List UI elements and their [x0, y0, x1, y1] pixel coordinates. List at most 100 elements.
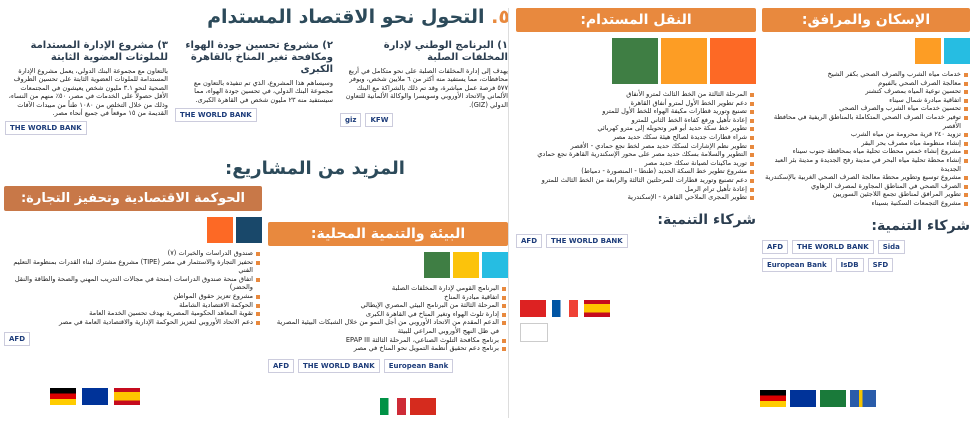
bullet-item: تحفيز التجارة والاستثمار في مصر (TIPE) م…	[4, 258, 260, 275]
bullet-item: معالجة الصرف الصحي بالفيوم	[762, 79, 968, 88]
partner-logo: KFW	[365, 113, 394, 128]
partner-logo: THE WORLD BANK	[5, 121, 87, 136]
flags	[520, 300, 640, 342]
bullet-item: صندوق الدراسات والخبرات (٧)	[4, 249, 260, 258]
bullet-item: تحسين نوعية المياه بمصرف كتشنر	[762, 87, 968, 96]
partner-logo: SFD	[867, 257, 894, 272]
flags	[380, 398, 440, 415]
sdg-icon	[207, 217, 233, 243]
sdg-icon	[710, 38, 756, 84]
flag	[584, 300, 610, 317]
bullet-item: تحسين خدمات مياه الشرب والصرف الصحي	[762, 104, 968, 113]
partners-title: شركاء التنمية:	[871, 217, 970, 234]
section-header: النقل المستدام:	[516, 8, 756, 32]
partner-logos: giz KFW	[340, 113, 508, 128]
flag	[552, 300, 578, 317]
sdg-icon	[236, 217, 262, 243]
sdg-icon	[424, 252, 450, 278]
project-text: وسيساهم هذا المشروع، الذي تم تنفيذه بالت…	[193, 79, 333, 104]
partner-logo: THE WORLD BANK	[546, 233, 628, 248]
partner-logo: AFD	[268, 358, 295, 373]
bullet-item: برنامج مكافحة التلوث الصناعي، المرحلة ال…	[268, 336, 506, 345]
partner-logos: THE WORLD BANK	[5, 121, 168, 136]
partner-logo: European Bank	[383, 358, 454, 373]
partner-logo: giz	[340, 113, 362, 128]
section-header: البيئة والتنمية المحلية:	[268, 222, 508, 246]
partner-logos: THE WORLD BANK	[175, 108, 333, 123]
title-number: ٥.	[491, 6, 510, 28]
title-text: التحول نحو الاقتصاد المستدام	[207, 6, 485, 28]
bullet-list: خدمات مياه الشرب والصرف الصحي بكفر الشيخ…	[762, 70, 970, 208]
bullet-item: توريد ماكينات لصيانة سكك حديد مصر	[516, 159, 754, 168]
sdg-icon	[482, 252, 508, 278]
project-text: يهدف إلى إدارة المخلفات الصلبة على نحو م…	[345, 67, 508, 109]
partner-logo: THE WORLD BANK	[298, 358, 380, 373]
flag	[410, 398, 436, 415]
flag	[114, 388, 140, 405]
bullet-item: المرحلة الثالثة من البرنامج البيئي المصر…	[268, 301, 506, 310]
bullet-item: إعادة تأهيل ورفع كفاءة الخط الثاني للمتر…	[516, 116, 754, 125]
bullet-item: مشروع إنشاء خمس محطات تحلية مياه بمحافظة…	[762, 147, 968, 156]
bullet-item: اتفاقية مبادرة المناخ	[268, 293, 506, 302]
bullet-item: شراء قطارات جديدة لصالح هيئة سكك حديد مص…	[516, 133, 754, 142]
sdg-icon	[915, 38, 941, 64]
sector: النقل المستدام: المرحلة الثالثة من الخط ا…	[516, 8, 756, 248]
bullet-item: إنشاء محطة تحلية مياه البحر في مدينة رفح…	[762, 156, 968, 173]
partner-logo: AFD	[4, 332, 31, 347]
bullet-list: المرحلة الثالثة من الخط الثالث لمترو الأ…	[516, 90, 756, 202]
flag	[380, 398, 406, 415]
partner-logo: THE WORLD BANK	[792, 239, 874, 254]
bullet-item: المرحلة الثالثة من الخط الثالث لمترو الأ…	[516, 90, 754, 99]
bullet-item: مشروع توسيع وتطوير محطة معالجة الصرف الص…	[762, 173, 968, 182]
flag	[82, 388, 108, 405]
bullet-item: البرنامج القومي لإدارة المخلفات الصلبة	[268, 284, 506, 293]
bullet-item: تطوير المجرى الملاحي القاهرة - الإسكندري…	[516, 193, 754, 202]
sector: الإسكان والمرافق: خدمات مياه الشرب والصرف…	[762, 8, 970, 272]
bullet-item: برنامج دعم تحقيق أنظمة التمويل نحو المنا…	[268, 344, 506, 353]
bullet-item: تقوية المعاهد الحكومية المصرية بهدف تحسي…	[4, 309, 260, 318]
partner-logos: AFD THE WORLD BANK	[516, 233, 756, 248]
bullet-item: اتفاق منحة صندوق الدراسات (منحة في مجالا…	[4, 275, 260, 292]
flag	[850, 390, 876, 407]
partner-logo: European Bank	[762, 257, 832, 272]
section-header: الحوكمة الاقتصادية وتحفيز التجارة:	[4, 186, 262, 211]
flag	[760, 390, 786, 407]
bullet-list: البرنامج القومي لإدارة المخلفات الصلبة ات…	[268, 284, 508, 353]
more-projects: المزيد من المشاريع:	[225, 158, 405, 179]
project: ١) البرنامج الوطني لإدارة المخلفات الصلب…	[340, 40, 508, 128]
bullet-item: تطوير المرافق لمناطق تجمع اللاجئين السور…	[762, 190, 968, 199]
bullet-item: اتفاقية مبادرة شمال سيناء	[762, 96, 968, 105]
project: ٣) مشروع الإدارة المستدامة للملوثات العض…	[5, 40, 168, 136]
bullet-item: التطوير والسلامة بسكك حديد مصر على محور …	[516, 150, 754, 159]
partners-title: شركاء التنمية:	[657, 211, 756, 228]
bullet-item: الصرف الصحي في المناطق المجاورة لمصرف ال…	[762, 182, 968, 191]
project-title: ٣) مشروع الإدارة المستدامة للملوثات العض…	[30, 40, 168, 63]
bullet-item: الدعم المقدم من الاتحاد الأوروبي من أجل …	[268, 318, 506, 335]
flags	[760, 390, 970, 407]
bullet-item: مشروع تطوير خط السكة الحديد (طنطا - المن…	[516, 167, 754, 176]
bullet-item: مشروع تعزيز حقوق المواطن	[4, 292, 260, 301]
bullet-item: الحوكمة الاقتصادية الشاملة	[4, 301, 260, 310]
flag	[50, 388, 76, 405]
partner-logos: AFD THE WORLD BANK Sida European Bank IsDB SF…	[762, 239, 970, 272]
project: ٢) مشروع تحسين جودة الهواء ومكافحة تغير …	[175, 40, 333, 123]
partner-logos: AFD	[4, 332, 262, 347]
sdg-icon	[661, 38, 707, 84]
divider	[508, 8, 509, 418]
partner-logo: Sida	[877, 239, 905, 254]
bullet-item: إدارة تلوث الهواء وتغير المناخ في القاهر…	[268, 310, 506, 319]
bullet-item: دعم تصنيع وتوريد قطارات للمرحلتين الثالث…	[516, 176, 754, 185]
flag	[820, 390, 846, 407]
flag	[520, 300, 546, 317]
partner-logos: AFD THE WORLD BANK European Bank	[268, 358, 508, 373]
partner-logo: IsDB	[835, 257, 864, 272]
main-title: ٥. التحول نحو الاقتصاد المستدام	[150, 6, 510, 28]
sector: الحوكمة الاقتصادية وتحفيز التجارة: صندوق …	[4, 186, 262, 347]
partner-logo: AFD	[516, 233, 543, 248]
bullet-item: دعم الاتحاد الأوروبي لتعزيز الحوكمة الإد…	[4, 318, 260, 327]
project-title: ٢) مشروع تحسين جودة الهواء ومكافحة تغير …	[185, 40, 333, 75]
bullet-item: إنشاء منظومة مياه مصرف بحر البقر	[762, 139, 968, 148]
sdg-icons	[4, 217, 262, 243]
bullet-item: إعادة تأهيل ترام الرمل	[516, 185, 754, 194]
